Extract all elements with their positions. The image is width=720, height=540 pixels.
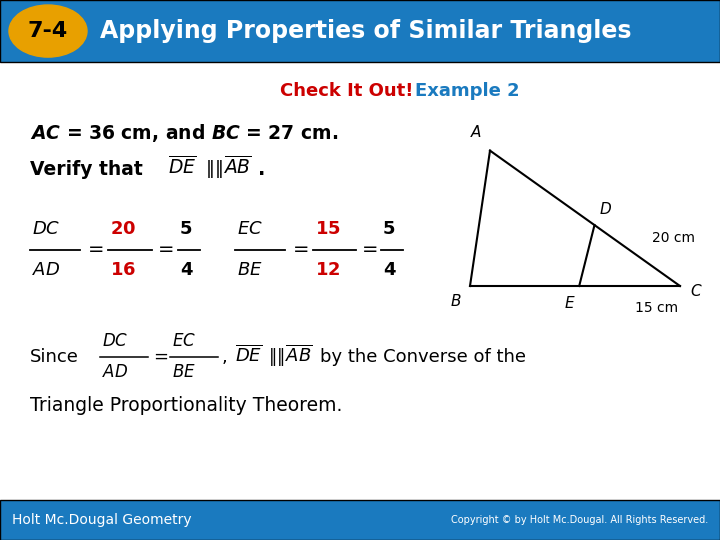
Text: $\|\|$: $\|\|$	[205, 158, 222, 180]
Text: $\mathit{BE}$: $\mathit{BE}$	[172, 363, 196, 381]
Text: $\overline{AB}$: $\overline{AB}$	[223, 156, 252, 177]
Text: $\mathbf{20}$: $\mathbf{20}$	[110, 220, 136, 238]
Text: ,: ,	[222, 348, 228, 366]
FancyBboxPatch shape	[0, 0, 720, 62]
Text: Check It Out!: Check It Out!	[280, 82, 413, 100]
Text: 15 cm: 15 cm	[634, 301, 678, 315]
Text: 7-4: 7-4	[28, 21, 68, 41]
Text: $\bfit{AC}$ = 36 cm, and $\bfit{BC}$ = 27 cm.: $\bfit{AC}$ = 36 cm, and $\bfit{BC}$ = 2…	[30, 122, 338, 144]
Text: $\mathit{AD}$: $\mathit{AD}$	[102, 363, 128, 381]
Text: $\mathit{AD}$: $\mathit{AD}$	[32, 261, 60, 279]
FancyBboxPatch shape	[0, 500, 720, 540]
Ellipse shape	[9, 5, 87, 57]
Text: Example 2: Example 2	[415, 82, 520, 100]
Text: B: B	[451, 294, 462, 309]
Text: 5: 5	[180, 220, 192, 238]
Text: =: =	[362, 240, 379, 259]
Text: .: .	[258, 160, 266, 179]
Text: by the Converse of the: by the Converse of the	[320, 348, 526, 366]
Text: =: =	[158, 240, 174, 259]
Text: Applying Properties of Similar Triangles: Applying Properties of Similar Triangles	[100, 19, 631, 43]
Text: 5: 5	[383, 220, 395, 238]
Text: $\mathit{DC}$: $\mathit{DC}$	[102, 332, 128, 350]
Text: D: D	[600, 202, 611, 217]
Text: $\|$$\|$: $\|$$\|$	[268, 346, 284, 368]
Text: $\mathbf{15}$: $\mathbf{15}$	[315, 220, 341, 238]
Text: C: C	[690, 284, 701, 299]
Text: Verify that: Verify that	[30, 160, 143, 179]
Text: $\mathbf{16}$: $\mathbf{16}$	[110, 261, 136, 279]
Text: 4: 4	[180, 261, 192, 279]
Text: $\overline{AB}$: $\overline{AB}$	[285, 345, 312, 365]
Text: $\mathit{EC}$: $\mathit{EC}$	[172, 332, 196, 350]
Text: Copyright © by Holt Mc.Dougal. All Rights Reserved.: Copyright © by Holt Mc.Dougal. All Right…	[451, 515, 708, 525]
Text: 20 cm: 20 cm	[652, 231, 696, 245]
Text: Since: Since	[30, 348, 79, 366]
Text: $\mathbf{12}$: $\mathbf{12}$	[315, 261, 341, 279]
Text: $\mathit{DC}$: $\mathit{DC}$	[32, 220, 60, 238]
Text: E: E	[564, 296, 575, 312]
Text: $\overline{DE}$: $\overline{DE}$	[235, 345, 262, 365]
Text: Holt Mc.Dougal Geometry: Holt Mc.Dougal Geometry	[12, 513, 192, 526]
Text: =: =	[88, 240, 104, 259]
Text: $\mathit{BE}$: $\mathit{BE}$	[237, 261, 263, 279]
Text: =: =	[293, 240, 310, 259]
Text: $\mathit{EC}$: $\mathit{EC}$	[237, 220, 263, 238]
Text: 4: 4	[383, 261, 395, 279]
Text: =: =	[153, 348, 168, 366]
Text: $\overline{DE}$: $\overline{DE}$	[168, 156, 197, 177]
Text: A: A	[471, 125, 481, 140]
Text: Triangle Proportionality Theorem.: Triangle Proportionality Theorem.	[30, 396, 343, 415]
